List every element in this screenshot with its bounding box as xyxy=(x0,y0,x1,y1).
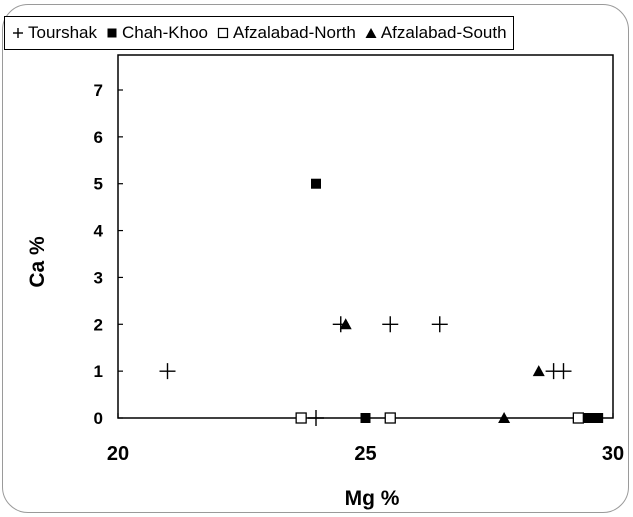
legend-label: Tourshak xyxy=(28,23,97,42)
legend-label: Afzalabad-North xyxy=(233,23,356,42)
data-point-afzalabad-south xyxy=(339,318,352,330)
data-point-afzalabad-south xyxy=(532,365,545,377)
x-tick-label: 25 xyxy=(354,443,376,465)
x-tick-label: 30 xyxy=(602,443,624,465)
x-tick-label: 20 xyxy=(107,443,129,465)
tick-labels: 0 1 2 3 4 5 6 7 20 25 30 xyxy=(94,81,625,465)
legend-item-afzalabad-north: Afzalabad-North xyxy=(216,23,356,43)
legend-item-tourshak: Tourshak xyxy=(11,23,97,43)
y-tick-label: 5 xyxy=(94,175,103,194)
data-point-tourshak xyxy=(159,363,176,380)
data-point-afzalabad-north xyxy=(384,412,396,424)
y-tick-label: 7 xyxy=(94,81,103,100)
plot-area xyxy=(117,54,614,419)
legend-label: Chah-Khoo xyxy=(121,23,208,42)
y-tick-label: 6 xyxy=(94,128,103,147)
y-tick-label: 2 xyxy=(94,315,103,334)
data-points xyxy=(159,178,604,426)
filled-square-marker-icon xyxy=(105,26,119,40)
data-point-afzalabad-south xyxy=(498,412,511,423)
data-point-tourshak xyxy=(382,316,399,333)
data-point-tourshak xyxy=(308,410,324,426)
data-point-afzalabad-north xyxy=(572,412,584,424)
data-point-tourshak xyxy=(555,363,572,380)
legend-label: Afzalabad-South xyxy=(380,23,507,42)
plus-marker-icon xyxy=(11,26,25,40)
open-square-marker-icon xyxy=(216,26,230,40)
data-point-chah-khoo xyxy=(360,413,371,423)
data-point-chah-khoo xyxy=(311,178,321,189)
data-point-afzalabad-north xyxy=(295,412,307,424)
data-point-tourshak xyxy=(431,316,448,333)
legend: Tourshak Chah-Khoo Afzalabad-North Afzal… xyxy=(4,16,514,50)
data-point-chah-khoo xyxy=(593,413,604,423)
legend-item-afzalabad-south: Afzalabad-South xyxy=(364,23,507,43)
y-tick-label: 4 xyxy=(94,222,104,241)
y-axis-title: Ca % xyxy=(26,236,49,288)
y-tick-label: 0 xyxy=(94,409,103,428)
frame-border xyxy=(2,4,629,513)
y-tick-label: 3 xyxy=(94,268,103,287)
filled-triangle-marker-icon xyxy=(364,26,378,40)
y-tick-label: 1 xyxy=(94,362,103,381)
legend-item-chah-khoo: Chah-Khoo xyxy=(105,23,208,43)
x-axis-title: Mg % xyxy=(345,487,400,510)
